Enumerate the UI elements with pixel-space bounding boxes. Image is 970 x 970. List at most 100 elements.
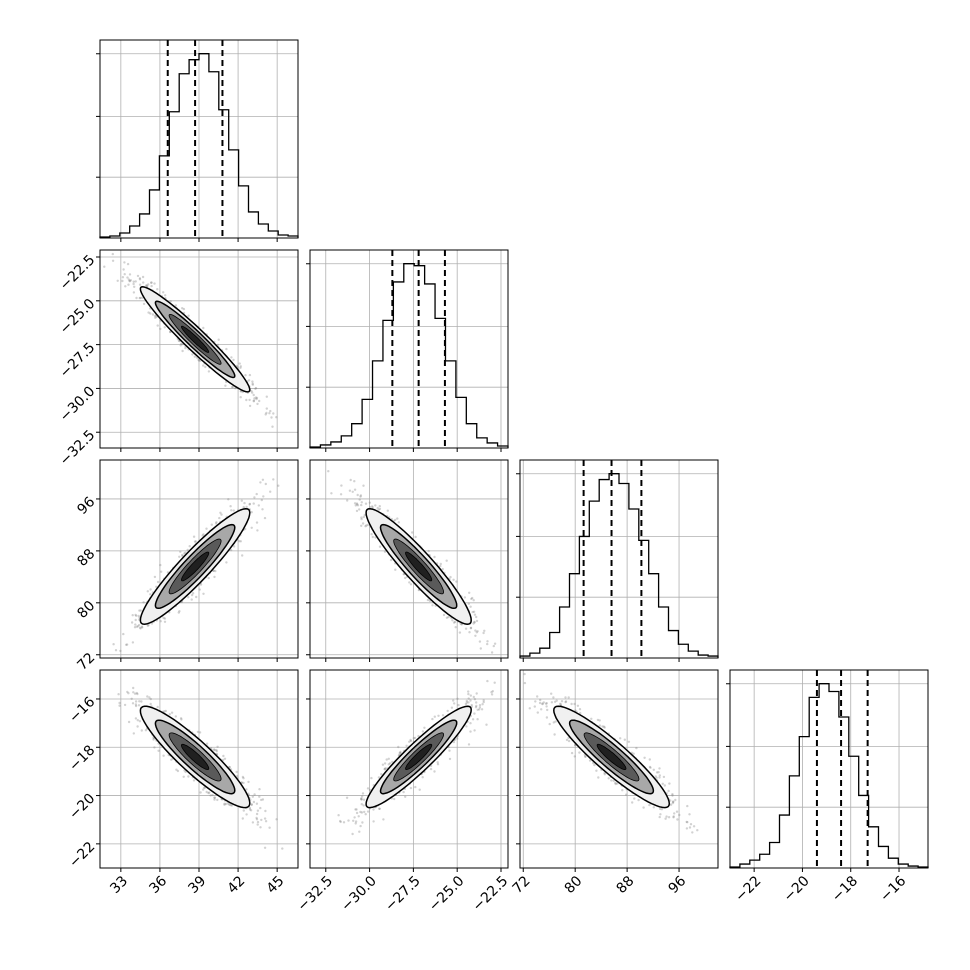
sample-point xyxy=(473,621,476,624)
sample-point xyxy=(103,265,106,268)
sample-point xyxy=(151,313,155,316)
sample-point xyxy=(214,522,218,525)
contour-2-1-3 xyxy=(405,551,433,582)
sample-point xyxy=(217,338,220,341)
sample-point xyxy=(213,798,216,801)
sample-point xyxy=(202,364,205,367)
sample-point xyxy=(123,703,127,707)
sample-point xyxy=(383,767,386,771)
sample-point xyxy=(348,489,352,492)
sample-point xyxy=(230,386,234,389)
sample-point xyxy=(254,386,258,390)
sample-point xyxy=(378,505,381,508)
sample-point xyxy=(229,505,232,508)
sample-point xyxy=(133,692,137,695)
sample-point xyxy=(255,521,259,524)
sample-point xyxy=(448,757,452,761)
sample-point xyxy=(179,550,182,553)
sample-point xyxy=(254,387,257,390)
sample-point xyxy=(265,395,268,398)
sample-point xyxy=(125,643,128,646)
sample-point xyxy=(140,625,144,628)
y-tick-label-2-1: 80 xyxy=(74,598,98,622)
sample-point xyxy=(162,754,165,757)
sample-point xyxy=(241,554,244,557)
sample-point xyxy=(126,262,130,266)
sample-point xyxy=(225,561,228,564)
sample-point xyxy=(455,580,458,583)
sample-point xyxy=(471,596,474,600)
sample-point xyxy=(464,702,468,706)
sample-point xyxy=(134,280,137,283)
sample-point xyxy=(164,709,167,713)
sample-point xyxy=(364,525,367,528)
sample-point xyxy=(421,776,424,779)
sample-point xyxy=(232,358,235,362)
sample-point xyxy=(414,535,417,539)
sample-point xyxy=(476,630,479,633)
sample-point xyxy=(150,281,153,284)
sample-point xyxy=(224,384,227,387)
sample-point xyxy=(216,745,219,748)
sample-point xyxy=(178,555,181,558)
sample-point xyxy=(134,613,137,617)
sample-point xyxy=(134,717,138,720)
sample-point xyxy=(207,370,211,373)
sample-point xyxy=(149,702,152,706)
sample-point xyxy=(453,620,457,624)
sample-point xyxy=(269,490,272,493)
sample-point xyxy=(194,540,197,543)
sample-point xyxy=(248,806,252,810)
sample-point xyxy=(356,493,359,497)
sample-point xyxy=(197,358,200,361)
sample-point xyxy=(192,535,196,538)
sample-point xyxy=(256,402,259,406)
samples-2-0 xyxy=(111,478,280,658)
sample-point xyxy=(512,673,514,675)
sample-point xyxy=(355,502,359,505)
sample-point xyxy=(264,820,268,823)
sample-point xyxy=(156,705,159,709)
sample-point xyxy=(128,273,132,276)
sample-point xyxy=(365,524,368,527)
sample-point xyxy=(248,398,251,402)
sample-point xyxy=(207,791,210,795)
sample-point xyxy=(159,327,162,331)
sample-point xyxy=(168,713,171,716)
sample-point xyxy=(198,588,201,591)
sample-point xyxy=(360,517,363,521)
sample-point xyxy=(205,790,208,794)
sample-point xyxy=(356,504,360,507)
sample-point xyxy=(132,686,135,690)
sample-point xyxy=(255,397,258,401)
sample-point xyxy=(346,499,349,502)
sample-point xyxy=(119,649,122,653)
sample-point xyxy=(271,425,274,428)
sample-point xyxy=(232,545,236,548)
sample-point xyxy=(156,288,159,291)
sample-point xyxy=(255,396,259,400)
sample-point xyxy=(360,503,363,507)
sample-point xyxy=(134,703,138,706)
sample-point xyxy=(190,593,194,597)
sample-point xyxy=(146,590,149,593)
sample-point xyxy=(199,583,203,586)
panel-1-1 xyxy=(306,249,509,452)
sample-point xyxy=(362,515,365,519)
sample-point xyxy=(187,596,190,599)
x-tick-label-0-0: 33 xyxy=(107,873,131,897)
sample-point xyxy=(281,847,284,850)
sample-point xyxy=(218,516,221,520)
sample-point xyxy=(460,623,463,626)
sample-point xyxy=(155,315,158,319)
sample-point xyxy=(399,750,402,754)
sample-point xyxy=(263,846,267,849)
sample-point xyxy=(132,280,135,283)
sample-point xyxy=(370,533,373,536)
sample-point xyxy=(353,816,356,819)
sample-point xyxy=(244,374,247,377)
histogram-1 xyxy=(309,263,509,448)
sample-point xyxy=(452,621,456,624)
sample-point xyxy=(493,681,496,684)
